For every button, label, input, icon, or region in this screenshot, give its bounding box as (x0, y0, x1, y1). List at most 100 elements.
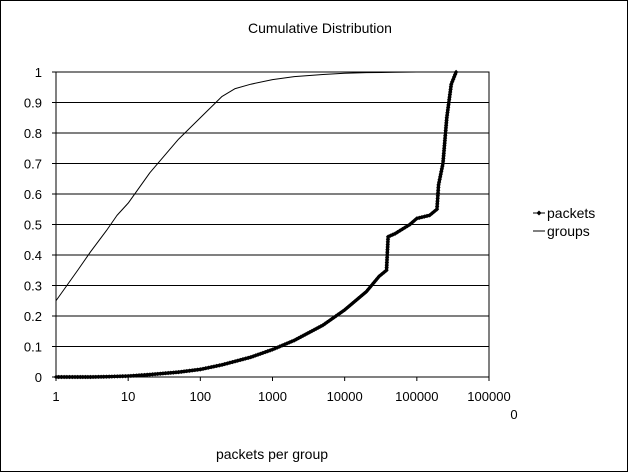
data-point-packets (445, 107, 451, 113)
data-point-packets (90, 374, 96, 380)
data-point-packets (435, 198, 440, 204)
data-point-packets (384, 257, 390, 263)
x-axis-ticks: 1 10 100 1000 10000 100000 1000000 (52, 377, 518, 422)
data-point-packets (112, 374, 117, 379)
data-point-packets (104, 374, 109, 379)
y-tick-label: 0.3 (24, 279, 42, 294)
data-point-packets (158, 371, 163, 376)
data-point-packets (240, 357, 246, 362)
data-point-packets (72, 374, 78, 380)
y-tick-label: 0.2 (24, 309, 42, 324)
data-point-packets (438, 174, 443, 180)
data-point-packets (93, 374, 98, 380)
data-point-packets (123, 373, 128, 379)
data-point-packets (435, 201, 440, 207)
data-point-packets (452, 72, 458, 77)
y-tick-label: 0.8 (24, 126, 42, 141)
data-point-packets (184, 368, 189, 374)
data-point-packets (376, 274, 382, 279)
data-point-packets (381, 270, 387, 275)
data-point-packets (211, 364, 217, 369)
data-point-packets (442, 143, 447, 148)
data-point-packets (384, 255, 390, 260)
data-point-packets (75, 374, 80, 380)
legend-marker-packets (536, 210, 542, 216)
y-tick-label: 0.7 (24, 157, 42, 172)
data-point-packets (442, 146, 447, 151)
data-point-packets (117, 374, 123, 379)
x-tick-label: 1000 (258, 389, 287, 404)
data-point-packets (85, 374, 91, 380)
data-point-packets (120, 374, 125, 379)
data-point-packets (443, 123, 449, 128)
data-point-packets (443, 128, 448, 133)
data-point-packets (384, 268, 389, 273)
data-point-packets (379, 272, 384, 277)
grid-lines (56, 71, 489, 347)
data-point-packets (189, 368, 195, 373)
data-point-packets (152, 371, 158, 377)
data-point-packets (181, 369, 187, 374)
x-tick-label: 10000 (327, 389, 363, 404)
data-point-packets (446, 102, 451, 108)
data-point-packets (165, 370, 171, 376)
data-point-packets (444, 112, 450, 118)
data-point-packets (128, 373, 134, 379)
legend-label-groups: groups (547, 223, 590, 239)
data-point-packets (250, 354, 256, 359)
data-point-packets (115, 374, 120, 379)
data-point-packets (384, 260, 390, 265)
y-tick-label: 1 (35, 65, 42, 80)
data-point-packets (139, 372, 144, 378)
data-point-packets (160, 371, 166, 376)
x-tick-label: 1000000 (467, 389, 517, 422)
data-point-packets (385, 247, 390, 252)
data-point-packets (440, 158, 446, 164)
data-point-packets (440, 161, 446, 166)
data-point-packets (78, 374, 83, 380)
data-point-packets (385, 249, 390, 255)
x-tick-label: 100000 (395, 389, 438, 404)
data-point-packets (434, 207, 440, 212)
data-point-packets (155, 371, 160, 377)
data-point-packets (142, 372, 147, 378)
y-tick-label: 0.6 (24, 187, 42, 202)
x-tick-label: 100 (189, 389, 211, 404)
data-point-packets (436, 185, 441, 190)
data-point-packets (385, 252, 390, 257)
data-point-packets (176, 369, 181, 375)
data-point-packets (109, 374, 115, 379)
data-point-packets (192, 367, 198, 373)
data-point-packets (88, 374, 93, 380)
data-point-packets (444, 118, 449, 123)
data-point-packets (447, 94, 452, 100)
y-tick-label: 0 (35, 370, 42, 385)
data-point-packets (444, 120, 449, 126)
data-point-packets (385, 244, 390, 250)
data-point-packets (450, 79, 455, 84)
data-point-packets (56, 374, 61, 380)
data-point-packets (432, 209, 437, 214)
data-point-packets (442, 140, 447, 146)
data-point-packets (435, 196, 440, 201)
data-point-packets (131, 373, 136, 378)
data-point-packets (448, 84, 454, 89)
data-point-packets (150, 372, 155, 377)
data-point-packets (407, 222, 413, 227)
data-point-packets (445, 110, 450, 115)
data-point-packets (441, 156, 446, 161)
data-point-packets (443, 125, 449, 131)
data-point-packets (134, 373, 139, 378)
data-point-packets (80, 374, 86, 380)
data-point-packets (445, 105, 451, 110)
y-tick-label: 0.1 (24, 340, 42, 355)
y-axis-ticks: 0 0.1 0.2 0.3 0.4 0.5 0.6 0.7 0.8 0.9 1 (24, 65, 56, 385)
data-point-packets (444, 115, 449, 120)
y-tick-label: 0.5 (24, 218, 42, 233)
data-point-packets (434, 204, 440, 209)
data-point-packets (67, 374, 72, 380)
data-point-packets (442, 135, 448, 141)
data-point-packets (446, 100, 452, 105)
data-point-packets (96, 374, 101, 380)
